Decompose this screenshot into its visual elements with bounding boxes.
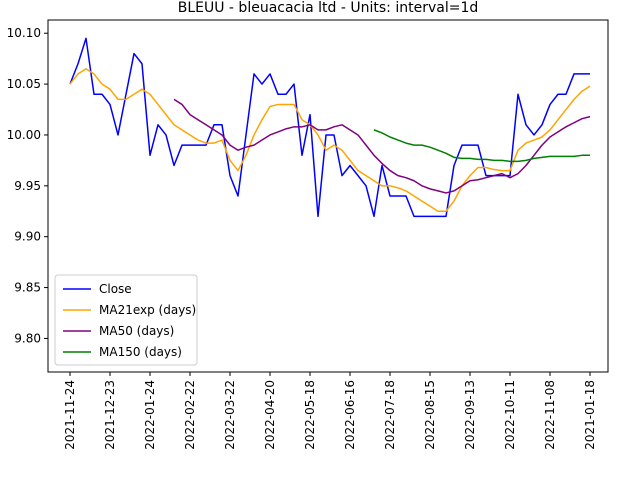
x-tick-label: 2021-11-24: [63, 380, 77, 450]
x-tick-label: 2021-01-18: [583, 380, 597, 450]
x-tick-label: 2022-07-18: [383, 380, 397, 450]
x-tick-label: 2022-09-13: [463, 380, 477, 450]
y-tick-label: 9.90: [14, 230, 41, 244]
y-tick-label: 10.05: [7, 77, 41, 91]
y-tick-label: 9.85: [14, 281, 41, 295]
y-tick-label: 10.10: [7, 26, 41, 40]
legend-label: MA21exp (days): [99, 303, 196, 317]
legend-label: MA50 (days): [99, 324, 174, 338]
series-line: [173, 98, 591, 194]
legend-label: MA150 (days): [99, 345, 182, 359]
legend: Close MA21exp (days) MA50 (days) MA150 (day…: [54, 274, 198, 366]
y-tick-label: 10.00: [7, 128, 41, 142]
x-tick-label: 2022-08-15: [423, 380, 437, 450]
x-tick-label: 2022-04-20: [263, 380, 277, 450]
x-tick-label: 2022-01-24: [143, 380, 157, 450]
plot-frame: [47, 19, 609, 373]
x-tick-label: 2022-10-11: [503, 380, 517, 450]
series-line: [69, 68, 591, 213]
x-tick-label: 2021-12-23: [103, 380, 117, 450]
x-tick-label: 2022-02-22: [183, 380, 197, 450]
y-tick-label: 9.95: [14, 179, 41, 193]
x-tick-label: 2022-11-08: [543, 380, 557, 450]
x-tick-label: 2022-05-18: [303, 380, 317, 450]
x-tick-label: 2022-06-16: [343, 380, 357, 450]
series-line: [373, 129, 590, 163]
legend-label: Close: [99, 282, 132, 296]
x-tick-label: 2022-03-22: [223, 380, 237, 450]
legend-box: [54, 274, 198, 366]
y-tick-label: 9.80: [14, 331, 41, 345]
chart-title: BLEUU - bleuacacia ltd - Units: interval…: [178, 0, 479, 16]
series-line: [69, 37, 590, 218]
